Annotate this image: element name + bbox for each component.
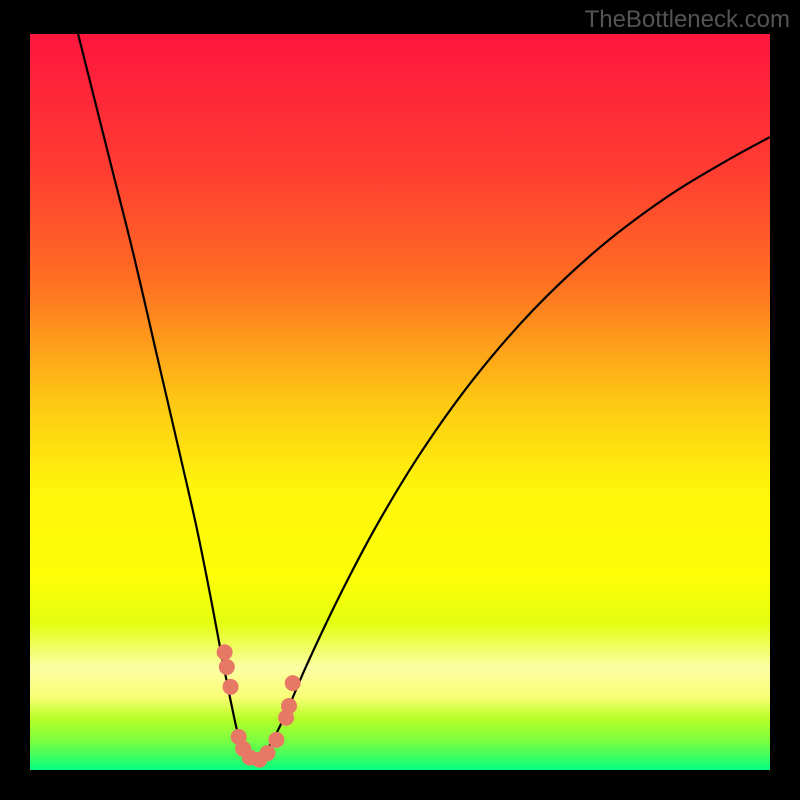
bottleneck-chart (0, 0, 800, 800)
data-marker (285, 676, 300, 691)
data-marker (269, 732, 284, 747)
plot-background (30, 34, 770, 770)
data-marker (223, 679, 238, 694)
watermark-text: TheBottleneck.com (585, 6, 790, 34)
data-marker (282, 698, 297, 713)
data-marker (217, 645, 232, 660)
data-marker (219, 659, 234, 674)
data-marker (260, 746, 275, 761)
